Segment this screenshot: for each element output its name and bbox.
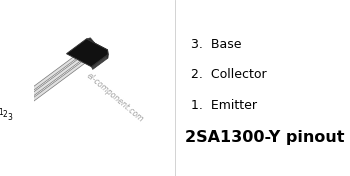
Polygon shape bbox=[8, 59, 81, 112]
Text: 1.  Emitter: 1. Emitter bbox=[191, 99, 257, 112]
Text: 1: 1 bbox=[0, 108, 4, 117]
Polygon shape bbox=[66, 39, 108, 67]
Polygon shape bbox=[13, 62, 85, 115]
Polygon shape bbox=[4, 57, 76, 110]
Text: 2: 2 bbox=[3, 110, 8, 119]
Text: el-component.com: el-component.com bbox=[84, 71, 145, 124]
Polygon shape bbox=[91, 54, 108, 69]
Polygon shape bbox=[86, 38, 108, 58]
Text: 3: 3 bbox=[7, 113, 12, 122]
Text: 3.  Base: 3. Base bbox=[191, 37, 241, 51]
Text: 2.  Collector: 2. Collector bbox=[191, 68, 266, 81]
Text: 2SA1300-Y pinout: 2SA1300-Y pinout bbox=[185, 130, 345, 145]
